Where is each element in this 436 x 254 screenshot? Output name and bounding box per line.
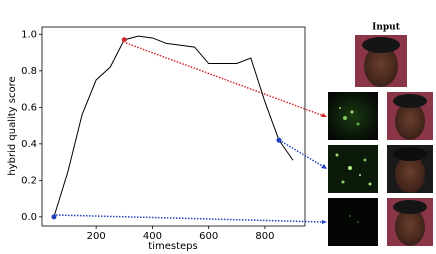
highlight-point (51, 214, 57, 220)
heatmap-3 (328, 198, 378, 246)
y-tick-label: 0.4 (21, 139, 37, 150)
y-axis-label: hybrid quality score (7, 76, 18, 175)
x-axis-label: timesteps (148, 241, 197, 252)
output-image-1 (387, 92, 433, 140)
heatmap-1 (328, 92, 378, 140)
line (53, 35, 294, 218)
y-tick-label: 0.8 (21, 66, 37, 77)
heatmap-2 (328, 145, 378, 193)
highlight-point (276, 137, 282, 143)
x-tick-label: 400 (143, 231, 162, 242)
plot-frame (41, 26, 306, 227)
y-tick-label: 1.0 (21, 29, 37, 40)
image-label: Input (372, 23, 401, 33)
highlight-point (121, 37, 127, 43)
x-tick-label: 200 (87, 231, 106, 242)
y-tick-label: 0.0 (21, 212, 37, 223)
y-tick-label: 0.2 (21, 175, 37, 186)
arrows (55, 42, 327, 224)
x-tick-label: 600 (199, 231, 218, 242)
x-tick-label: 800 (255, 231, 274, 242)
output-image-2 (387, 145, 433, 193)
input-image (355, 35, 407, 87)
output-image-3 (387, 198, 433, 246)
y-tick-label: 0.6 (21, 102, 37, 113)
